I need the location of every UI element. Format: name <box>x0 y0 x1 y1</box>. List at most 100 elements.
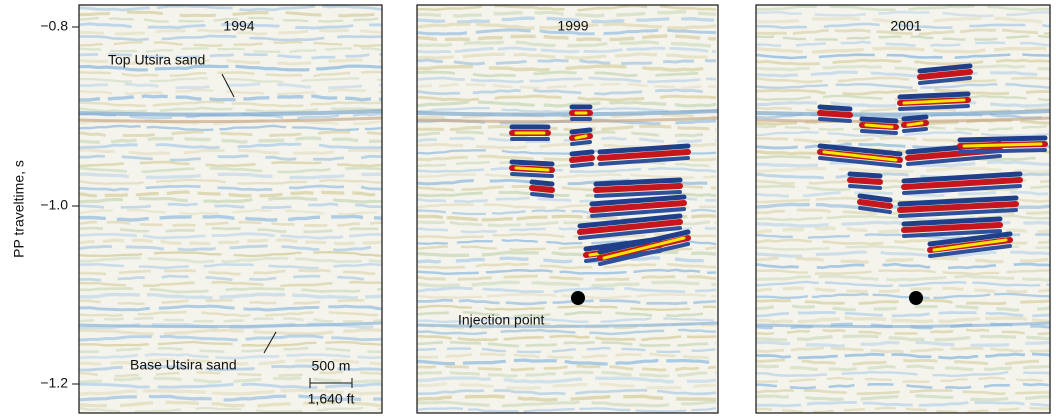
reflector <box>417 376 717 384</box>
reflector <box>756 88 1050 96</box>
reflector <box>79 70 382 78</box>
reflector <box>756 16 1050 24</box>
reflector <box>756 406 1050 413</box>
scale-bar <box>309 378 353 388</box>
anomaly-trough <box>859 116 899 124</box>
annotation: Top Utsira sand <box>108 52 205 68</box>
reflector <box>756 298 1050 306</box>
reflector <box>79 94 382 102</box>
reflector <box>417 400 717 408</box>
reflector <box>79 244 382 252</box>
anomaly-trough <box>590 207 686 218</box>
panel-frame <box>755 4 1051 414</box>
anomaly-trough <box>927 231 1013 247</box>
panel-frame <box>416 4 719 414</box>
reflector <box>756 40 1050 48</box>
reflector <box>79 352 382 360</box>
reflector <box>756 64 1050 72</box>
leader-line <box>221 73 235 98</box>
reflector <box>756 286 1050 294</box>
anomaly <box>569 155 595 163</box>
reflector <box>417 346 717 354</box>
reflector <box>79 321 382 329</box>
axis-label: PP traveltime, s <box>11 160 27 258</box>
reflector <box>417 22 717 30</box>
reflector <box>79 364 382 372</box>
reflector <box>417 130 717 138</box>
anomaly-trough <box>897 91 971 100</box>
reflector <box>756 172 1050 180</box>
reflector <box>79 106 382 114</box>
reflector <box>417 286 717 294</box>
reflector <box>79 406 382 413</box>
reflector <box>79 388 382 396</box>
reflector <box>756 160 1050 168</box>
reflector <box>756 46 1050 54</box>
reflector <box>756 109 1050 117</box>
reflector <box>756 106 1050 114</box>
reflector <box>79 394 382 402</box>
reflector <box>79 88 382 96</box>
scale-label: 500 m <box>312 358 351 374</box>
anomaly-peak <box>932 238 1008 252</box>
reflector <box>79 16 382 23</box>
panel-title: 1999 <box>557 18 588 34</box>
reflector <box>79 382 382 390</box>
reflector <box>79 82 382 90</box>
anomaly-trough <box>593 177 683 187</box>
reflector <box>756 208 1050 216</box>
anomaly <box>857 199 893 209</box>
reflector <box>756 269 1050 276</box>
reflector <box>756 70 1050 78</box>
reflector <box>756 82 1050 90</box>
reflector <box>79 316 382 323</box>
reflector <box>756 346 1050 354</box>
reflector <box>79 298 382 306</box>
reflector <box>417 280 717 288</box>
reflector <box>756 389 1050 396</box>
reflector <box>417 88 717 96</box>
anomaly-trough <box>902 229 1002 238</box>
reflector <box>417 76 717 84</box>
annotation: Base Utsira sand <box>130 357 237 373</box>
anomaly-trough <box>818 156 902 168</box>
reflector <box>756 226 1050 234</box>
reflector <box>756 280 1050 288</box>
anomaly <box>593 183 683 193</box>
anomaly-trough <box>858 206 892 214</box>
reflector <box>79 52 382 60</box>
reflector <box>756 10 1050 18</box>
reflector <box>79 142 382 150</box>
reflector <box>756 394 1050 402</box>
reflector <box>79 160 382 168</box>
reflector <box>79 136 382 144</box>
reflector <box>79 28 382 36</box>
reflector <box>79 196 382 204</box>
reflector <box>756 334 1050 342</box>
reflector <box>79 232 382 240</box>
anomaly-trough <box>597 143 691 155</box>
anomaly-trough <box>510 172 554 178</box>
reflector <box>417 274 717 282</box>
reflector <box>756 100 1050 108</box>
reflector <box>417 28 717 36</box>
reflector <box>756 154 1050 162</box>
injection-point <box>909 291 923 305</box>
reflector <box>756 340 1050 348</box>
tick-label: −1.2 <box>40 375 68 391</box>
anomaly <box>917 69 973 80</box>
reflector <box>417 364 717 372</box>
reflector <box>417 268 717 275</box>
reflector <box>756 382 1050 390</box>
seismic-section <box>79 5 382 413</box>
reflector <box>79 370 382 378</box>
reflector <box>79 287 382 294</box>
reflector <box>756 58 1050 66</box>
reflector <box>79 154 382 162</box>
anomaly-trough <box>848 184 882 190</box>
anomaly-peak <box>902 98 966 105</box>
reflector <box>79 166 382 174</box>
reflector <box>79 116 382 124</box>
reflector <box>417 46 717 54</box>
